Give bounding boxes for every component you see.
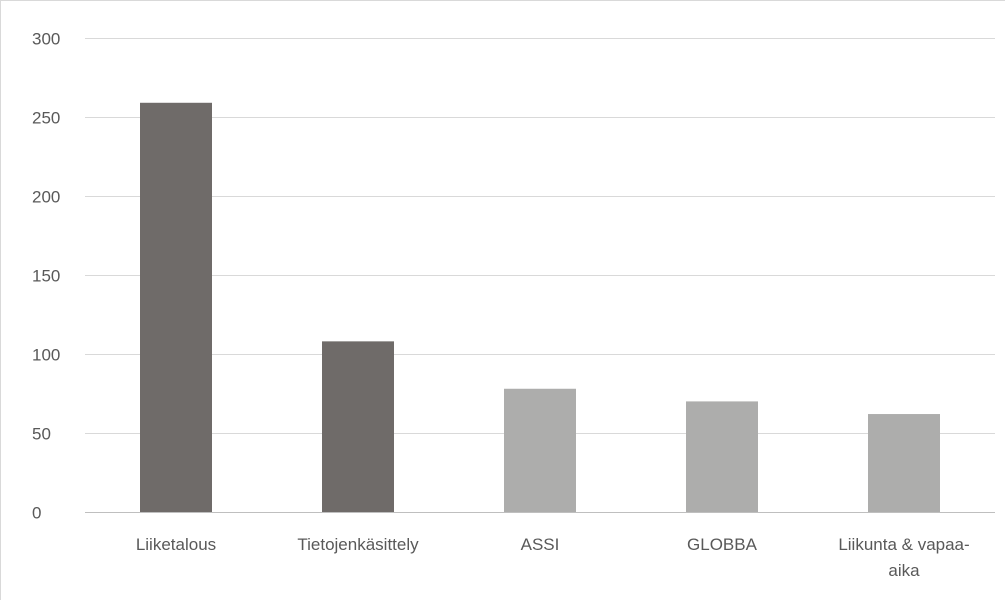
- y-tick-label: 300: [32, 30, 60, 49]
- x-tick-label: GLOBBA: [687, 535, 758, 554]
- y-tick-label: 50: [32, 425, 51, 444]
- x-tick-label: Liiketalous: [136, 535, 216, 554]
- x-tick-label-line: Tietojenkäsittely: [297, 535, 419, 554]
- x-tick-label-line: aika: [888, 561, 920, 580]
- x-tick-label: ASSI: [521, 535, 560, 554]
- bar-2: [504, 388, 576, 512]
- x-tick-label: Liikunta & vapaa-aika: [838, 535, 969, 580]
- y-axis-ticks: 0 50 100 150 200 250 300: [32, 30, 60, 523]
- bars: [140, 102, 940, 512]
- bar-1: [322, 341, 394, 512]
- bar-0: [140, 102, 212, 512]
- x-tick-label: Tietojenkäsittely: [297, 535, 419, 554]
- x-tick-label-line: ASSI: [521, 535, 560, 554]
- y-tick-label: 200: [32, 188, 60, 207]
- y-tick-label: 100: [32, 346, 60, 365]
- x-tick-label-line: Liikunta & vapaa-: [838, 535, 969, 554]
- y-tick-label: 250: [32, 109, 60, 128]
- x-axis-ticks: Liiketalous Tietojenkäsittely ASSI GLOBBA Li…: [136, 535, 970, 580]
- x-tick-label-line: GLOBBA: [687, 535, 758, 554]
- y-tick-label: 150: [32, 267, 60, 286]
- y-tick-label: 0: [32, 504, 41, 523]
- bar-4: [868, 414, 940, 512]
- x-tick-label-line: Liiketalous: [136, 535, 216, 554]
- bar-3: [686, 401, 758, 512]
